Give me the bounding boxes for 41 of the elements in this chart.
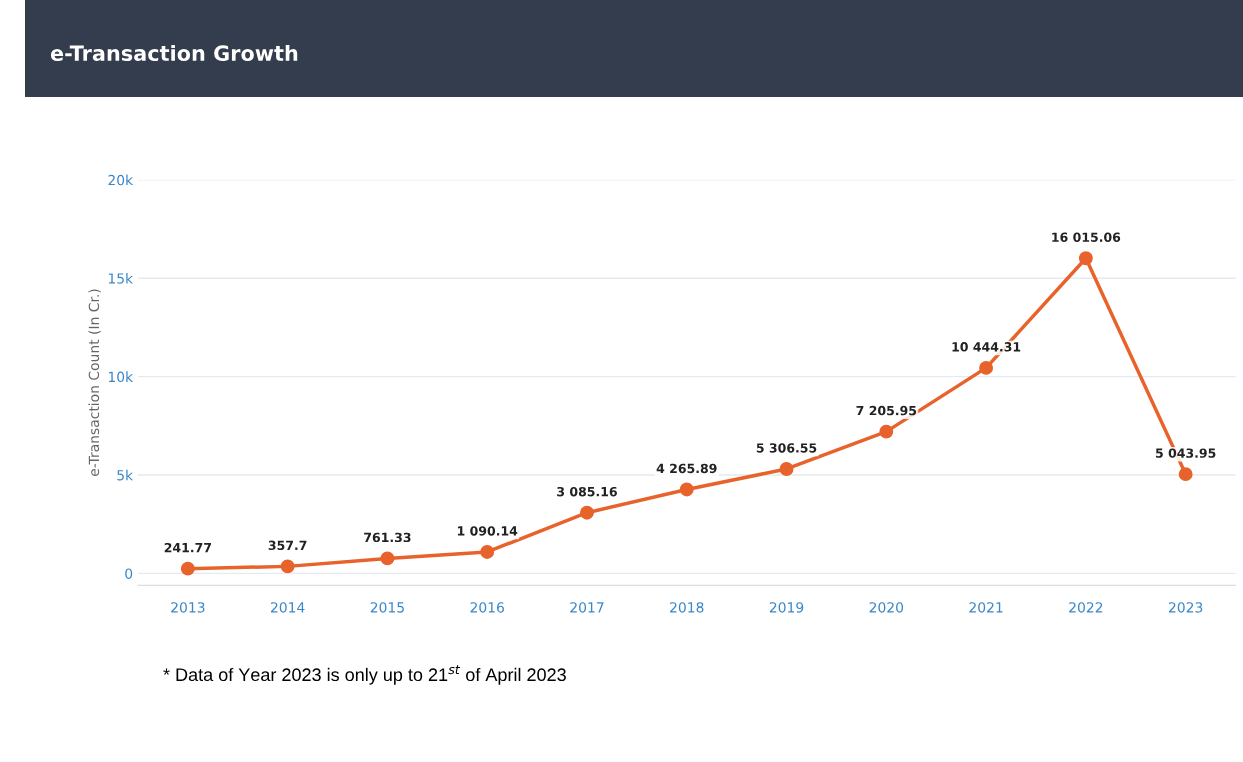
x-tick-label: 2017 [570,602,604,613]
x-tick-label: 2021 [969,602,1003,613]
x-tick-label: 2018 [670,602,704,613]
data-label: 357.7 [268,540,307,551]
data-label: 3 085.16 [557,486,617,497]
y-axis-title: e-Transaction Count (In Cr.) [88,289,101,477]
point [580,505,594,520]
x-tick-label: 2022 [1069,602,1103,613]
y-tick-label: 20k [108,174,134,186]
data-label: 16 015.06 [1052,232,1121,242]
data-label: 4 265.89 [656,463,717,474]
point [879,424,894,439]
point [180,561,195,576]
data-label: 761.33 [364,532,411,543]
data-label: 5 043.95 [1155,448,1216,458]
data-label: 7 205.95 [856,405,917,416]
x-tick-label: 2020 [869,602,904,613]
x-tick-label: 2023 [1169,602,1203,613]
y-tick-label: 5k [117,469,134,481]
point [280,559,295,574]
data-label: 241.77 [164,542,211,553]
x-tick-label: 2015 [370,602,404,613]
point [380,551,395,566]
point [480,545,495,559]
data-label: 1 090.14 [457,526,518,536]
point [979,360,994,375]
text: * Data of Year 2023 is only up to 21$^{st}$ of April 2023 [163,665,566,685]
point [1178,467,1193,482]
data-label: 10 444.31 [952,342,1021,352]
data-label: 5 306.55 [756,443,817,453]
y-tick-label: 15k [108,272,134,284]
y-tick-label: 0 [125,568,133,579]
x-tick-label: 2013 [171,602,205,613]
point [1078,251,1093,266]
point [779,462,794,476]
y-tick-label: 10k [108,371,134,383]
x-tick-label: 2016 [470,602,504,613]
chart-title: e-Transaction Growth [50,44,298,62]
x-tick-label: 2019 [769,602,804,613]
x-tick-label: 2014 [270,602,305,613]
point [679,482,694,497]
